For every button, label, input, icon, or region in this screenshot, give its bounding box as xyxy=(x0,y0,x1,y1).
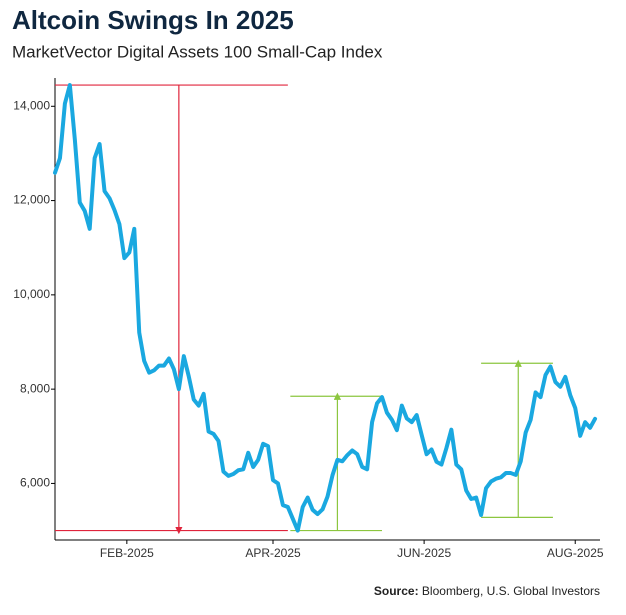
y-tick-label: 14,000 xyxy=(13,98,50,112)
source-label: Source: xyxy=(374,584,419,598)
source-text: Bloomberg, U.S. Global Investors xyxy=(422,584,600,598)
chart-title: Altcoin Swings In 2025 xyxy=(12,5,294,35)
x-tick-label: FEB-2025 xyxy=(100,546,154,560)
line-series xyxy=(53,83,598,533)
y-tick-label: 10,000 xyxy=(13,287,50,301)
y-tick-label: 6,000 xyxy=(20,476,50,490)
x-tick-label: AUG-2025 xyxy=(547,546,604,560)
source: Source: Bloomberg, U.S. Global Investors xyxy=(374,584,600,598)
x-tick-label: APR-2025 xyxy=(245,546,301,560)
x-tick-label: JUN-2025 xyxy=(397,546,451,560)
chart-subtitle: MarketVector Digital Assets 100 Small-Ca… xyxy=(12,42,383,61)
y-tick-label: 8,000 xyxy=(20,381,50,395)
y-tick-label: 12,000 xyxy=(13,193,50,207)
